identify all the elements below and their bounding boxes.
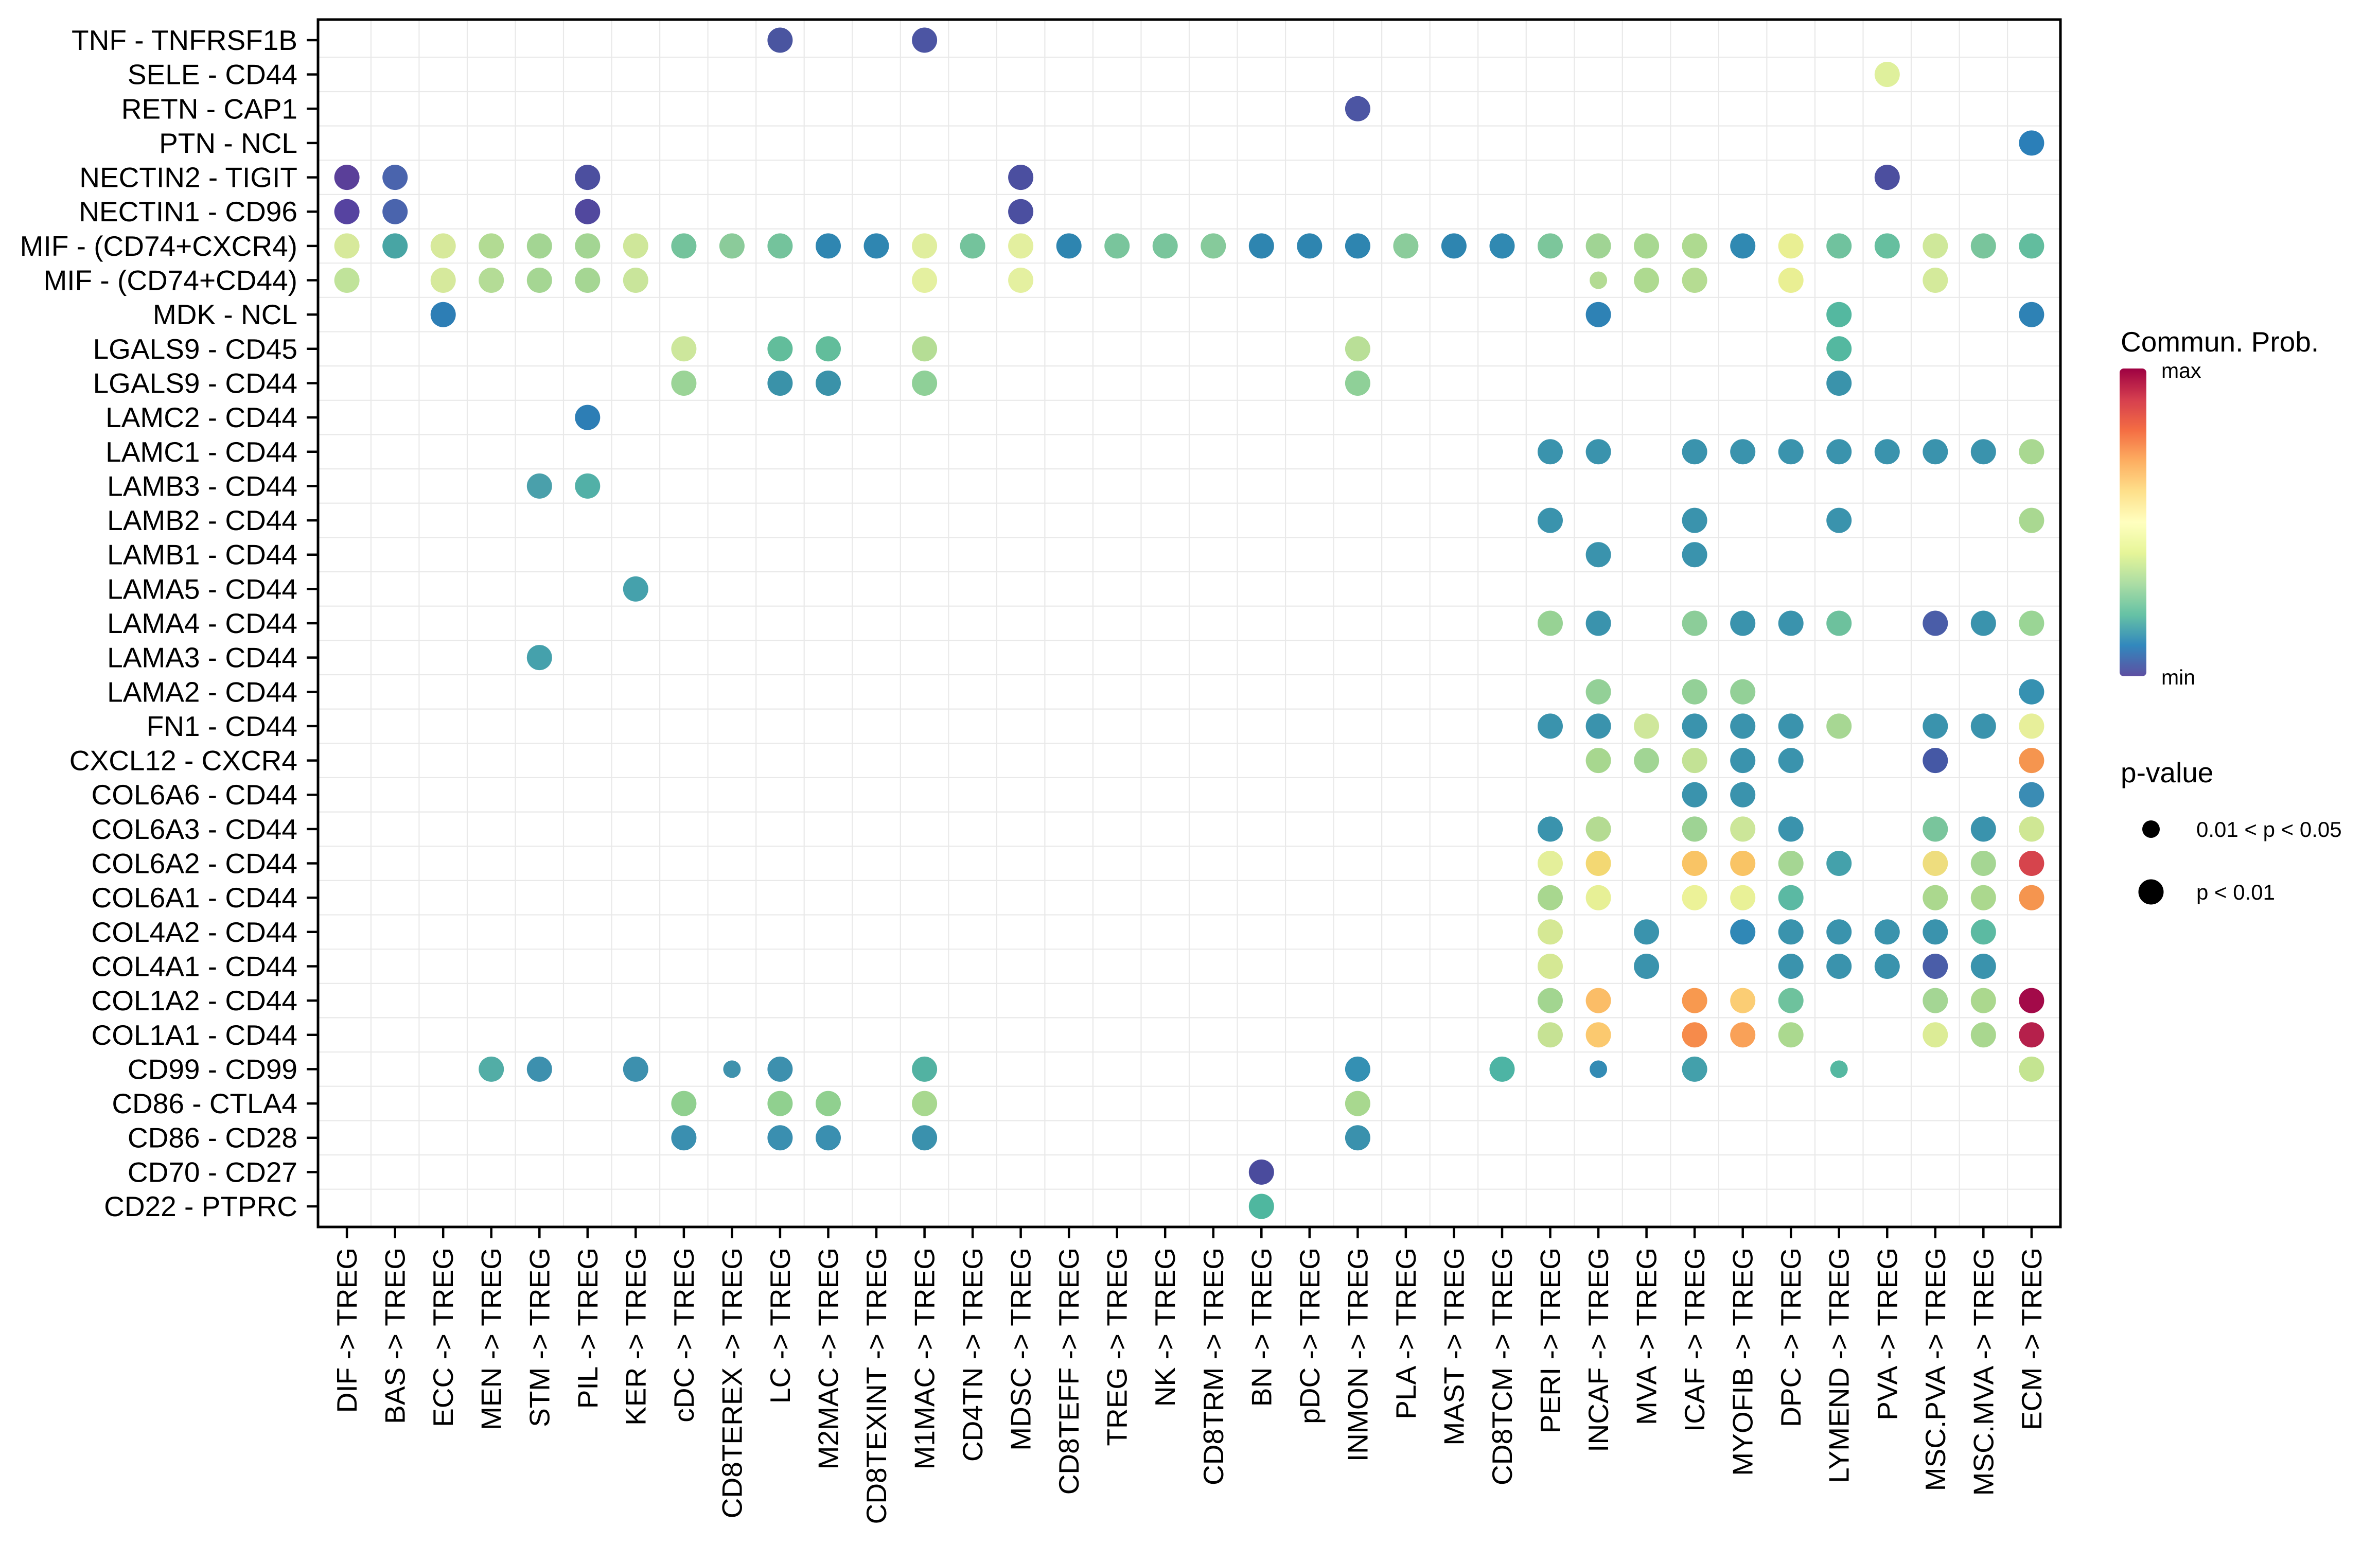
- svg-text:COL4A2 - CD44: COL4A2 - CD44: [92, 916, 297, 948]
- svg-text:MYOFIB -> TREG: MYOFIB -> TREG: [1727, 1248, 1759, 1476]
- svg-text:MEN -> TREG: MEN -> TREG: [475, 1248, 507, 1430]
- svg-text:CD8TEXINT -> TREG: CD8TEXINT -> TREG: [860, 1248, 892, 1524]
- svg-text:DIF -> TREG: DIF -> TREG: [331, 1248, 363, 1413]
- svg-text:COL6A6 - CD44: COL6A6 - CD44: [92, 779, 297, 811]
- svg-text:CD70 - CD27: CD70 - CD27: [128, 1156, 297, 1188]
- svg-text:MVA -> TREG: MVA -> TREG: [1631, 1248, 1663, 1425]
- svg-text:BN -> TREG: BN -> TREG: [1245, 1248, 1277, 1407]
- svg-text:RETN - CAP1: RETN - CAP1: [121, 93, 297, 125]
- svg-text:p < 0.01: p < 0.01: [2196, 880, 2275, 904]
- svg-text:pDC -> TREG: pDC -> TREG: [1294, 1248, 1326, 1424]
- svg-text:MIF - (CD74+CD44): MIF - (CD74+CD44): [43, 265, 297, 296]
- svg-text:LGALS9 - CD45: LGALS9 - CD45: [93, 333, 297, 365]
- svg-text:COL6A2 - CD44: COL6A2 - CD44: [92, 848, 297, 880]
- svg-text:KER -> TREG: KER -> TREG: [620, 1248, 651, 1426]
- svg-text:SELE - CD44: SELE - CD44: [128, 59, 297, 91]
- svg-text:CD4TN -> TREG: CD4TN -> TREG: [957, 1248, 989, 1462]
- svg-text:CD8TEREX -> TREG: CD8TEREX -> TREG: [716, 1248, 748, 1518]
- svg-text:STM -> TREG: STM -> TREG: [523, 1248, 555, 1427]
- svg-text:COL4A1 - CD44: COL4A1 - CD44: [92, 951, 297, 982]
- svg-text:NECTIN1 - CD96: NECTIN1 - CD96: [79, 196, 297, 227]
- svg-text:CXCL12 - CXCR4: CXCL12 - CXCR4: [69, 745, 297, 777]
- svg-text:MAST -> TREG: MAST -> TREG: [1438, 1248, 1470, 1446]
- svg-text:DPC -> TREG: DPC -> TREG: [1775, 1248, 1807, 1427]
- svg-text:LAMB3 - CD44: LAMB3 - CD44: [107, 470, 297, 502]
- svg-text:NK -> TREG: NK -> TREG: [1149, 1248, 1181, 1407]
- svg-text:PVA -> TREG: PVA -> TREG: [1871, 1248, 1903, 1420]
- svg-text:MIF - (CD74+CXCR4): MIF - (CD74+CXCR4): [20, 230, 297, 262]
- svg-text:M2MAC -> TREG: M2MAC -> TREG: [813, 1248, 844, 1469]
- svg-text:LAMA5 - CD44: LAMA5 - CD44: [107, 573, 297, 605]
- svg-text:0.01 < p < 0.05: 0.01 < p < 0.05: [2196, 817, 2342, 841]
- svg-text:INCAF -> TREG: INCAF -> TREG: [1582, 1248, 1614, 1452]
- svg-text:NECTIN2 - TIGIT: NECTIN2 - TIGIT: [79, 162, 297, 194]
- svg-text:ECC -> TREG: ECC -> TREG: [427, 1248, 459, 1427]
- svg-text:Commun. Prob.: Commun. Prob.: [2121, 326, 2319, 358]
- svg-text:CD8TRM -> TREG: CD8TRM -> TREG: [1197, 1248, 1229, 1485]
- svg-text:p-value: p-value: [2121, 757, 2213, 788]
- svg-text:COL1A2 - CD44: COL1A2 - CD44: [92, 985, 297, 1016]
- svg-text:PLA -> TREG: PLA -> TREG: [1390, 1248, 1422, 1419]
- svg-text:FN1 - CD44: FN1 - CD44: [147, 710, 297, 742]
- svg-text:TNF - TNFRSF1B: TNF - TNFRSF1B: [72, 24, 297, 56]
- svg-text:COL1A1 - CD44: COL1A1 - CD44: [92, 1019, 297, 1051]
- svg-text:PTN - NCL: PTN - NCL: [159, 127, 297, 159]
- svg-text:INMON -> TREG: INMON -> TREG: [1342, 1248, 1373, 1462]
- svg-text:TREG -> TREG: TREG -> TREG: [1101, 1248, 1133, 1446]
- svg-text:LC -> TREG: LC -> TREG: [764, 1248, 796, 1403]
- svg-text:MSC.MVA -> TREG: MSC.MVA -> TREG: [1967, 1248, 1999, 1496]
- svg-text:max: max: [2161, 359, 2201, 382]
- svg-text:CD86 - CTLA4: CD86 - CTLA4: [112, 1087, 297, 1119]
- svg-text:MSC.PVA -> TREG: MSC.PVA -> TREG: [1919, 1248, 1951, 1491]
- svg-text:CD86 - CD28: CD86 - CD28: [128, 1122, 297, 1154]
- svg-text:cDC -> TREG: cDC -> TREG: [668, 1248, 700, 1423]
- svg-text:LAMA3 - CD44: LAMA3 - CD44: [107, 642, 297, 674]
- svg-text:LAMB2 - CD44: LAMB2 - CD44: [107, 504, 297, 536]
- svg-text:COL6A1 - CD44: COL6A1 - CD44: [92, 882, 297, 914]
- svg-text:CD8TCM -> TREG: CD8TCM -> TREG: [1486, 1248, 1518, 1485]
- svg-text:LAMB1 - CD44: LAMB1 - CD44: [107, 539, 297, 571]
- svg-text:PERI -> TREG: PERI -> TREG: [1535, 1248, 1566, 1433]
- svg-text:ECM -> TREG: ECM -> TREG: [2016, 1248, 2048, 1430]
- svg-text:MDK - NCL: MDK - NCL: [153, 299, 297, 330]
- svg-text:BAS -> TREG: BAS -> TREG: [379, 1248, 411, 1424]
- svg-text:M1MAC -> TREG: M1MAC -> TREG: [909, 1248, 941, 1469]
- svg-text:MDSC -> TREG: MDSC -> TREG: [1005, 1248, 1037, 1451]
- svg-text:PIL -> TREG: PIL -> TREG: [572, 1248, 604, 1409]
- svg-text:min: min: [2161, 665, 2195, 689]
- svg-text:COL6A3 - CD44: COL6A3 - CD44: [92, 813, 297, 845]
- svg-text:ICAF -> TREG: ICAF -> TREG: [1679, 1248, 1711, 1432]
- svg-text:CD99 - CD99: CD99 - CD99: [128, 1053, 297, 1085]
- svg-text:LAMC1 - CD44: LAMC1 - CD44: [105, 436, 297, 468]
- svg-text:LYMEND -> TREG: LYMEND -> TREG: [1823, 1248, 1855, 1483]
- svg-text:LAMA2 - CD44: LAMA2 - CD44: [107, 676, 297, 708]
- svg-text:LAMA4 - CD44: LAMA4 - CD44: [107, 607, 297, 639]
- svg-text:LGALS9 - CD44: LGALS9 - CD44: [93, 367, 297, 399]
- svg-text:LAMC2 - CD44: LAMC2 - CD44: [105, 401, 297, 433]
- svg-text:CD22 - PTPRC: CD22 - PTPRC: [104, 1190, 297, 1222]
- svg-text:CD8TEFF -> TREG: CD8TEFF -> TREG: [1053, 1248, 1085, 1495]
